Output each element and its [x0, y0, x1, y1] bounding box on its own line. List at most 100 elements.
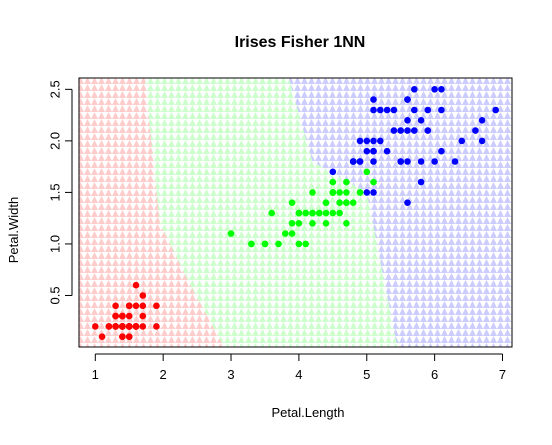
point-series-1-35 [329, 178, 337, 186]
point-series-2-10 [370, 137, 377, 145]
point-series-0-23 [139, 292, 147, 299]
point-series-2-48 [390, 106, 398, 114]
point-series-2-42 [370, 147, 377, 155]
point-series-1-11 [309, 189, 316, 196]
point-series-0-19 [125, 312, 133, 320]
chart-title: Irises Fisher 1NN [235, 34, 366, 51]
point-series-1-4 [336, 189, 343, 196]
point-series-0-31 [125, 302, 133, 310]
point-series-0-44 [153, 302, 160, 310]
point-series-1-12 [295, 240, 303, 248]
point-series-2-37 [397, 158, 405, 165]
x-axis: 1 2 3 4 5 6 7 [92, 353, 506, 382]
point-series-2-7 [451, 158, 459, 165]
point-series-2-6 [329, 168, 337, 176]
point-series-0-42 [112, 323, 119, 330]
point-series-0-32 [125, 333, 133, 341]
point-series-1-33 [370, 178, 377, 186]
point-series-1-48 [227, 230, 235, 237]
y-tick-label-4: 2.5 [48, 80, 63, 98]
point-series-2-24 [411, 127, 418, 134]
point-series-1-29 [261, 240, 269, 248]
point-series-2-8 [417, 158, 425, 165]
point-series-1-42 [295, 220, 303, 227]
point-series-2-49 [370, 158, 377, 165]
point-series-0-13 [98, 333, 106, 341]
point-series-1-31 [275, 240, 282, 248]
x-tick-label-4: 5 [363, 367, 370, 382]
x-tick-label-1: 2 [160, 367, 167, 382]
point-series-2-18 [492, 106, 500, 114]
point-series-1-47 [316, 209, 323, 217]
plot-frame [78, 77, 513, 348]
y-axis: 0.5 1.0 1.5 2.0 2.5 [48, 80, 73, 305]
point-series-1-39 [295, 209, 303, 217]
point-series-1-13 [343, 199, 350, 206]
point-series-2-34 [404, 199, 411, 206]
point-series-1-49 [302, 209, 310, 217]
point-series-1-6 [343, 178, 350, 186]
x-axis-label: Petal.Length [271, 405, 344, 420]
point-series-0-48 [125, 323, 133, 330]
x-tick-label-6: 7 [499, 367, 506, 382]
point-series-2-17 [478, 117, 486, 124]
point-series-2-11 [383, 147, 391, 155]
point-series-0-45 [119, 312, 126, 320]
point-series-1-27 [363, 168, 371, 176]
point-series-2-3 [404, 158, 411, 165]
point-series-2-21 [356, 137, 364, 145]
point-series-1-9 [288, 199, 296, 206]
point-series-0-49 [119, 323, 126, 330]
point-series-0-24 [153, 323, 160, 330]
point-series-0-5 [139, 302, 147, 310]
point-series-1-19 [288, 230, 296, 237]
point-series-2-19 [363, 189, 371, 196]
point-series-1-8 [336, 209, 343, 217]
x-tick-label-3: 4 [295, 367, 302, 382]
point-series-0-37 [119, 333, 126, 341]
point-series-1-22 [356, 189, 364, 196]
point-series-2-46 [363, 147, 371, 155]
point-series-0-22 [92, 323, 99, 330]
x-tick-label-2: 3 [227, 367, 234, 382]
point-series-2-25 [431, 158, 438, 165]
point-series-2-44 [411, 86, 418, 93]
point-series-2-2 [424, 127, 432, 134]
region-setosa [79, 78, 225, 347]
point-series-2-22 [478, 137, 486, 145]
point-series-1-34 [329, 189, 337, 196]
point-series-2-27 [356, 158, 364, 165]
y-tick-label-2: 1.5 [48, 183, 63, 201]
point-series-2-41 [370, 106, 377, 114]
point-series-2-39 [390, 127, 398, 134]
point-series-0-26 [132, 302, 140, 310]
point-series-2-15 [383, 106, 391, 114]
point-series-2-45 [377, 106, 384, 114]
point-series-2-14 [370, 96, 377, 103]
point-series-1-41 [336, 199, 343, 206]
point-series-2-20 [411, 106, 418, 114]
point-series-2-33 [370, 189, 377, 196]
point-series-0-35 [105, 323, 113, 330]
point-series-2-29 [417, 178, 425, 186]
point-series-2-12 [397, 127, 405, 134]
point-series-2-30 [438, 147, 445, 155]
point-series-0-41 [112, 312, 119, 320]
point-series-0-43 [132, 281, 140, 289]
point-series-2-5 [472, 127, 479, 134]
point-series-1-26 [349, 199, 357, 206]
point-series-1-46 [309, 209, 316, 217]
point-series-0-20 [139, 323, 147, 330]
point-series-2-43 [424, 106, 432, 114]
point-series-2-28 [404, 127, 411, 134]
y-tick-label-1: 1.0 [48, 235, 63, 253]
y-tick-label-3: 2.0 [48, 132, 63, 150]
point-series-0-16 [112, 302, 119, 310]
point-series-2-0 [431, 86, 438, 93]
data-points [92, 86, 500, 341]
y-tick-label-0: 0.5 [48, 286, 63, 304]
point-series-1-32 [288, 220, 296, 227]
point-series-1-45 [309, 220, 316, 227]
point-series-1-25 [322, 199, 330, 206]
